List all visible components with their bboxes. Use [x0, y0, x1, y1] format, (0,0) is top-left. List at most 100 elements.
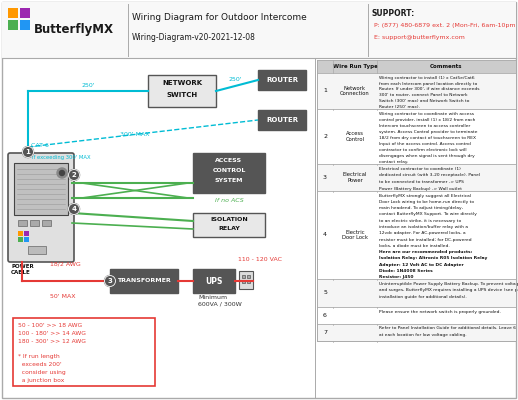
Text: * If run length: * If run length — [18, 354, 60, 359]
Text: SUPPORT:: SUPPORT: — [372, 10, 415, 18]
Bar — [317, 279, 516, 307]
Text: SWITCH: SWITCH — [166, 92, 197, 98]
Circle shape — [60, 170, 65, 176]
Text: 250': 250' — [228, 77, 242, 82]
Circle shape — [68, 170, 79, 180]
Text: Door Lock wiring to be home-run directly to: Door Lock wiring to be home-run directly… — [379, 200, 474, 204]
Text: contact relay.: contact relay. — [379, 160, 408, 164]
Text: Power: Power — [347, 178, 363, 183]
Bar — [14, 163, 68, 215]
Text: ROUTER: ROUTER — [266, 77, 298, 83]
Bar — [18, 220, 27, 226]
Text: If no ACS: If no ACS — [214, 198, 243, 203]
Bar — [317, 191, 516, 279]
Text: Electrical: Electrical — [343, 172, 367, 177]
Text: 18/2 AWG: 18/2 AWG — [50, 262, 81, 267]
Text: Electrical contractor to coordinate (1): Electrical contractor to coordinate (1) — [379, 166, 461, 170]
Text: Wiring contractor to coordinate with access: Wiring contractor to coordinate with acc… — [379, 112, 474, 116]
Bar — [28, 246, 46, 254]
Bar — [193, 269, 235, 293]
Text: POWER: POWER — [11, 264, 34, 269]
Text: ROUTER: ROUTER — [266, 117, 298, 123]
Text: Connection: Connection — [340, 91, 370, 96]
Text: 2: 2 — [71, 172, 76, 178]
Text: 5: 5 — [323, 290, 327, 296]
Bar — [242, 275, 245, 278]
Bar — [8, 20, 18, 30]
Text: Router (250' max).: Router (250' max). — [379, 106, 420, 110]
Bar — [239, 271, 253, 289]
Text: Wiring Diagram for Outdoor Intercome: Wiring Diagram for Outdoor Intercome — [132, 14, 307, 22]
Bar — [193, 213, 265, 237]
Text: Isolation Relay: Altronix R05 Isolation Relay: Isolation Relay: Altronix R05 Isolation … — [379, 256, 487, 260]
Text: RELAY: RELAY — [218, 226, 240, 231]
Text: from each Intercom panel location directly to: from each Intercom panel location direct… — [379, 82, 477, 86]
Text: Control: Control — [346, 137, 365, 142]
Text: If exceeding 300' MAX: If exceeding 300' MAX — [32, 155, 91, 160]
Circle shape — [68, 204, 79, 214]
Bar — [110, 269, 178, 293]
Bar — [20, 8, 30, 18]
Text: exceeds 200': exceeds 200' — [18, 362, 62, 367]
Text: 50' MAX: 50' MAX — [50, 294, 76, 299]
Text: 12vdc adapter. For AC-powered locks, a: 12vdc adapter. For AC-powered locks, a — [379, 231, 466, 235]
Text: locks, a diode must be installed.: locks, a diode must be installed. — [379, 244, 450, 248]
Circle shape — [105, 276, 116, 286]
Text: Door Lock: Door Lock — [342, 235, 368, 240]
Text: and surges, ButterflyMX requires installing a UPS device (see panel: and surges, ButterflyMX requires install… — [379, 288, 518, 292]
Text: at each location for low voltage cabling.: at each location for low voltage cabling… — [379, 333, 467, 337]
Bar — [24, 231, 29, 236]
Text: disengages when signal is sent through dry: disengages when signal is sent through d… — [379, 154, 475, 158]
Text: Wire Run Type: Wire Run Type — [333, 64, 378, 69]
Text: Input of the access control. Access control: Input of the access control. Access cont… — [379, 142, 471, 146]
Bar — [20, 20, 30, 30]
Text: installation guide for additional details).: installation guide for additional detail… — [379, 295, 467, 299]
Text: Wiring contractor to install (1) x Cat5e/Cat6: Wiring contractor to install (1) x Cat5e… — [379, 76, 474, 80]
Text: Intercom touchscreen to access controller: Intercom touchscreen to access controlle… — [379, 124, 470, 128]
Text: 250': 250' — [81, 83, 95, 88]
Bar — [317, 307, 516, 324]
Text: 110 - 120 VAC: 110 - 120 VAC — [238, 257, 282, 262]
Text: Switch (300' max) and Network Switch to: Switch (300' max) and Network Switch to — [379, 100, 469, 104]
Text: E: support@butterflymx.com: E: support@butterflymx.com — [374, 36, 465, 40]
Text: ButterflyMX: ButterflyMX — [34, 22, 114, 36]
Text: 3: 3 — [108, 278, 112, 284]
Text: main headend. To adjust timing/delay,: main headend. To adjust timing/delay, — [379, 206, 463, 210]
Text: CAT 6: CAT 6 — [31, 143, 49, 148]
Text: introduce an isolation/buffer relay with a: introduce an isolation/buffer relay with… — [379, 225, 468, 229]
Text: 6: 6 — [323, 313, 327, 318]
Text: 100 - 180' >> 14 AWG: 100 - 180' >> 14 AWG — [18, 331, 86, 336]
Bar — [2, 2, 516, 58]
Text: ButterflyMX strongly suggest all Electrical: ButterflyMX strongly suggest all Electri… — [379, 194, 471, 198]
Bar — [18, 231, 23, 236]
Text: dedicated circuit (with 3-20 receptacle). Panel: dedicated circuit (with 3-20 receptacle)… — [379, 173, 480, 177]
Bar — [8, 8, 18, 18]
Text: system. Access Control provider to terminate: system. Access Control provider to termi… — [379, 130, 478, 134]
Bar — [317, 73, 516, 109]
Bar — [13, 318, 155, 386]
Bar — [42, 220, 51, 226]
Text: 2: 2 — [323, 134, 327, 139]
Bar — [193, 153, 265, 193]
Bar — [242, 280, 245, 283]
Bar — [247, 275, 250, 278]
Text: Refer to Panel Installation Guide for additional details. Leave 6' service loop: Refer to Panel Installation Guide for ad… — [379, 326, 518, 330]
Text: Here are our recommended products:: Here are our recommended products: — [379, 250, 472, 254]
Text: consider using: consider using — [18, 370, 66, 375]
Bar — [317, 60, 516, 73]
Text: ACCESS: ACCESS — [215, 158, 242, 163]
Bar — [317, 324, 516, 341]
Text: CONTROL: CONTROL — [212, 168, 246, 173]
Text: to an electric strike, it is necessary to: to an electric strike, it is necessary t… — [379, 219, 461, 223]
Bar — [30, 220, 39, 226]
Text: control provider, install (1) x 18/2 from each: control provider, install (1) x 18/2 fro… — [379, 118, 476, 122]
Text: P: (877) 480-6879 ext. 2 (Mon-Fri, 6am-10pm EST): P: (877) 480-6879 ext. 2 (Mon-Fri, 6am-1… — [374, 24, 518, 28]
Text: 4: 4 — [71, 206, 77, 212]
Text: resistor must be installed; for DC-powered: resistor must be installed; for DC-power… — [379, 238, 471, 242]
Text: 50 - 100' >> 18 AWG: 50 - 100' >> 18 AWG — [18, 323, 82, 328]
Text: UPS: UPS — [205, 276, 223, 286]
Bar — [258, 110, 306, 130]
Text: Access: Access — [346, 131, 364, 136]
Text: Diode: 1N4008 Series: Diode: 1N4008 Series — [379, 269, 433, 273]
Text: CABLE: CABLE — [11, 270, 31, 275]
